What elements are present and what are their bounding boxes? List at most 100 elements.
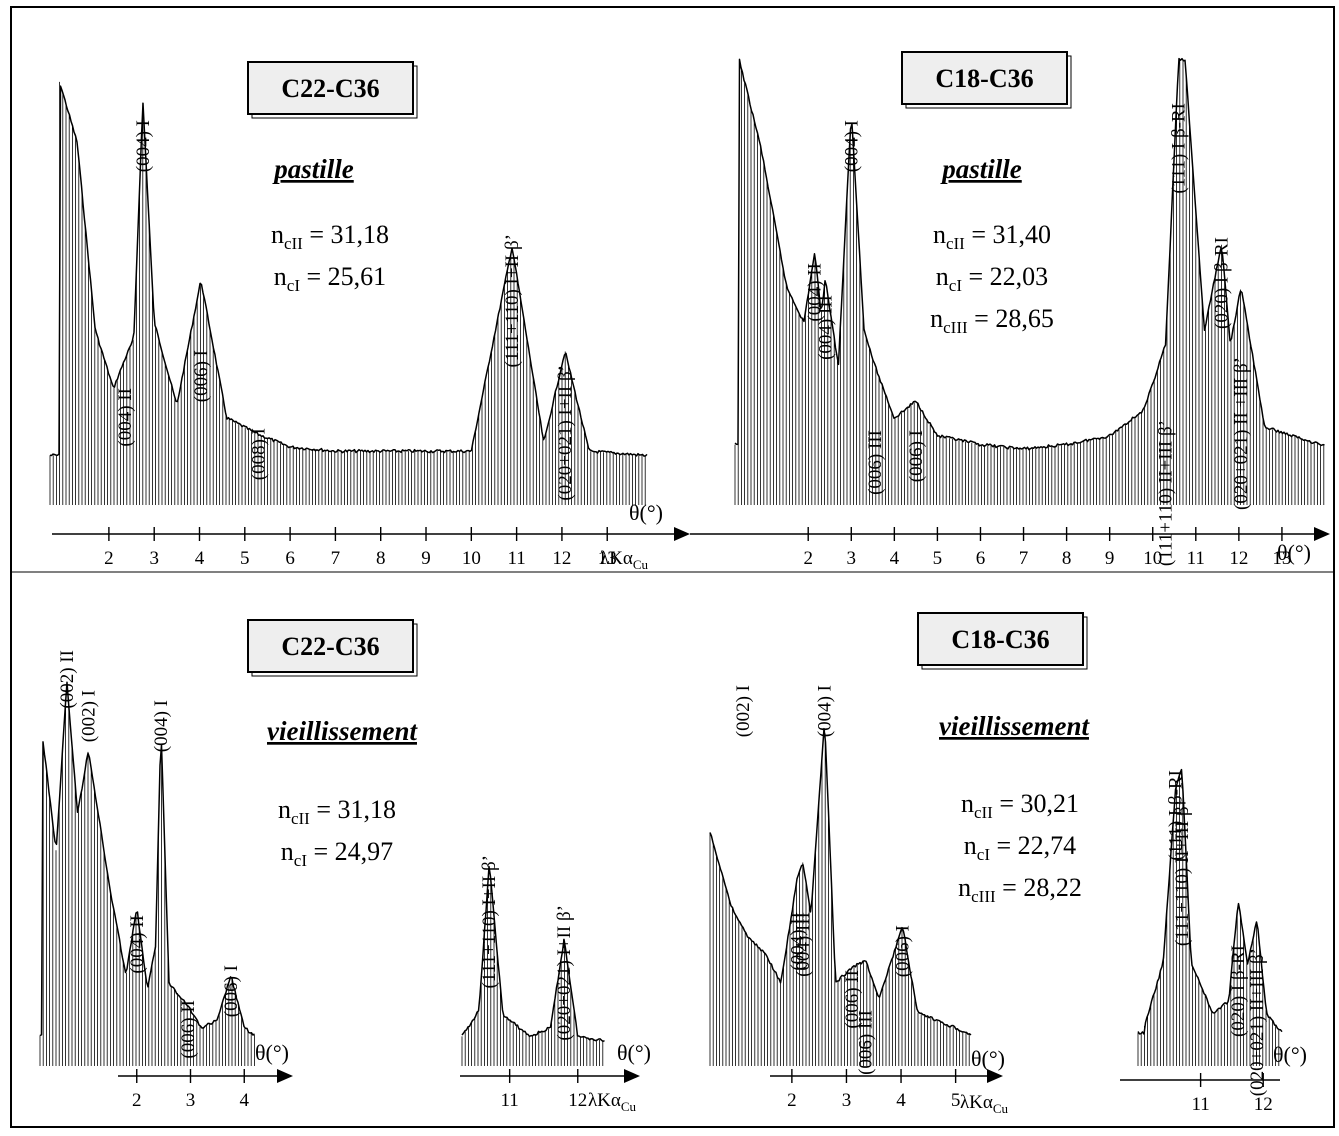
x-tick-label: 2 — [803, 548, 813, 569]
x-tick-label: 4 — [896, 1090, 906, 1111]
x-tick-label: 3 — [842, 1090, 852, 1111]
peak-label: (002) I — [78, 690, 99, 742]
peak-label: (006) I — [906, 430, 927, 482]
peak-label: (004) I — [133, 120, 154, 172]
x-tick-label: 11 — [507, 548, 525, 569]
peak-label: (020+021) I+II β’ — [555, 365, 576, 501]
x-tick-label: 11 — [501, 1090, 519, 1111]
spectrum-trace — [1137, 768, 1283, 1035]
peak-label: (006) III — [856, 1010, 877, 1075]
x-tick-label: 12 — [552, 548, 571, 569]
x-unit-label: θ(°) — [971, 1046, 1005, 1071]
title-box — [917, 612, 1084, 666]
n-value: ncII = 31,40 — [933, 220, 1051, 253]
x-unit-label: θ(°) — [255, 1040, 289, 1065]
x-axis: 2 3 4 5 6 7 8 9 10 11 12 13 — [690, 527, 1330, 569]
trace-hatching — [1137, 775, 1280, 1066]
preparation-subtitle: vieillissement — [267, 716, 418, 746]
peak-label: (020) I β-RI — [1228, 945, 1249, 1037]
peak-label: (111) I β-RI — [1169, 103, 1190, 194]
x-unit-label: θ(°) — [1273, 1042, 1307, 1067]
x-tick-label: 7 — [331, 548, 341, 569]
x-axis-arrow — [277, 1069, 293, 1083]
x-tick-label: 2 — [104, 548, 114, 569]
peak-label: (004) III — [793, 912, 814, 977]
title-box — [247, 619, 414, 673]
x-tick-label: 3 — [149, 548, 159, 569]
spectrum-panel: 2 3 4 θ(°) C22-C36 vieillissement ncII = 31,18… — [39, 619, 418, 1111]
spectrum-panel: 11 12 θ(°) (111) I β-RI(111+110) II+III β’ (… — [1120, 768, 1307, 1115]
x-tick-label: 5 — [951, 1090, 961, 1111]
wavelength-label: λKαCu — [960, 1092, 1009, 1116]
n-value: ncII = 31,18 — [278, 795, 396, 828]
peak-label: (004) I — [841, 120, 862, 172]
x-axis: 11 12 — [1120, 1073, 1280, 1115]
peak-label: (020+021) II +III β’ — [1231, 357, 1252, 510]
x-tick-label: 13 — [1272, 548, 1291, 569]
title-box — [247, 61, 414, 115]
x-unit-label: θ(°) — [1277, 540, 1311, 565]
x-tick-label: 12 — [568, 1090, 587, 1111]
wavelength-label: λKαCu — [600, 548, 649, 572]
x-axis-arrow — [674, 527, 690, 541]
spectrum-panel: 2 3 4 5 6 7 8 9 10 11 12 13θ(°) C18-C36 pastille ncII … — [690, 51, 1330, 569]
x-tick-label: 3 — [186, 1090, 196, 1111]
spectrum-panel: 11 12 θ(°) λKαCu (111+110) I+II β’ (020+021) … — [460, 855, 651, 1114]
x-tick-label: 11 — [1191, 1094, 1209, 1115]
x-tick-label: 12 — [1229, 548, 1248, 569]
sample-title-box: C18-C36 — [917, 612, 1088, 670]
peak-label: (111+110) I+II β’ — [502, 234, 523, 367]
x-tick-label: 5 — [933, 548, 943, 569]
x-tick-label: 3 — [847, 548, 857, 569]
peak-label: (006) II — [842, 970, 863, 1029]
peak-label: (004) I — [815, 685, 836, 737]
x-tick-label: 9 — [1105, 548, 1115, 569]
x-axis-arrow — [624, 1069, 640, 1083]
x-axis: 2 3 4 5 — [770, 1069, 1003, 1111]
trace-hatching — [39, 702, 255, 1066]
peak-label: (004) II — [115, 388, 136, 447]
x-axis-arrow — [1314, 527, 1330, 541]
spectrum-trace — [734, 57, 1325, 451]
peak-label: (002) II — [57, 650, 78, 709]
x-tick-label: 2 — [132, 1090, 142, 1111]
n-value: ncI = 22,03 — [936, 262, 1048, 295]
peak-label: (020+021) I+II β’ — [554, 905, 575, 1041]
spectrum-trace — [461, 865, 605, 1043]
x-tick-label: 4 — [240, 1090, 250, 1111]
sample-title: C18-C36 — [935, 64, 1033, 93]
preparation-subtitle: vieillissement — [939, 711, 1090, 741]
x-axis: 2 3 4 — [118, 1069, 293, 1111]
trace-hatching — [709, 733, 970, 1066]
peak-label: (111+110) I+II β’ — [479, 855, 500, 988]
peak-label: (111+110) II+III β’ — [1172, 800, 1193, 946]
preparation-subtitle: pastille — [272, 154, 354, 184]
trace-hatching — [734, 60, 1325, 505]
x-tick-label: 8 — [1062, 548, 1072, 569]
sample-title-box: C22-C36 — [247, 61, 418, 119]
peak-label: (004) II — [787, 912, 808, 971]
sample-title-box: C18-C36 — [901, 51, 1072, 109]
trace-hatching — [461, 880, 604, 1066]
spectrum-trace — [49, 85, 648, 457]
spectrum-trace — [39, 681, 255, 1037]
n-value: ncIII = 28,65 — [930, 304, 1054, 337]
x-tick-label: 7 — [1019, 548, 1029, 569]
peak-label: (004) I — [151, 700, 172, 752]
spectrum-trace — [709, 727, 972, 1036]
n-value: ncIII = 28,22 — [958, 873, 1082, 906]
x-tick-label: 8 — [376, 548, 386, 569]
figure-frame — [10, 6, 1335, 1128]
x-tick-label: 4 — [195, 548, 205, 569]
peak-label: (006) I — [191, 350, 212, 402]
x-tick-label: 13 — [598, 548, 617, 569]
x-tick-label: 11 — [1187, 548, 1205, 569]
peak-label: (008) I — [248, 428, 269, 480]
x-tick-label: 10 — [1143, 548, 1162, 569]
sample-title-box: C22-C36 — [247, 619, 418, 677]
x-tick-label: 12 — [1254, 1094, 1273, 1115]
x-tick-label: 10 — [462, 548, 481, 569]
n-value: ncII = 31,18 — [271, 220, 389, 253]
